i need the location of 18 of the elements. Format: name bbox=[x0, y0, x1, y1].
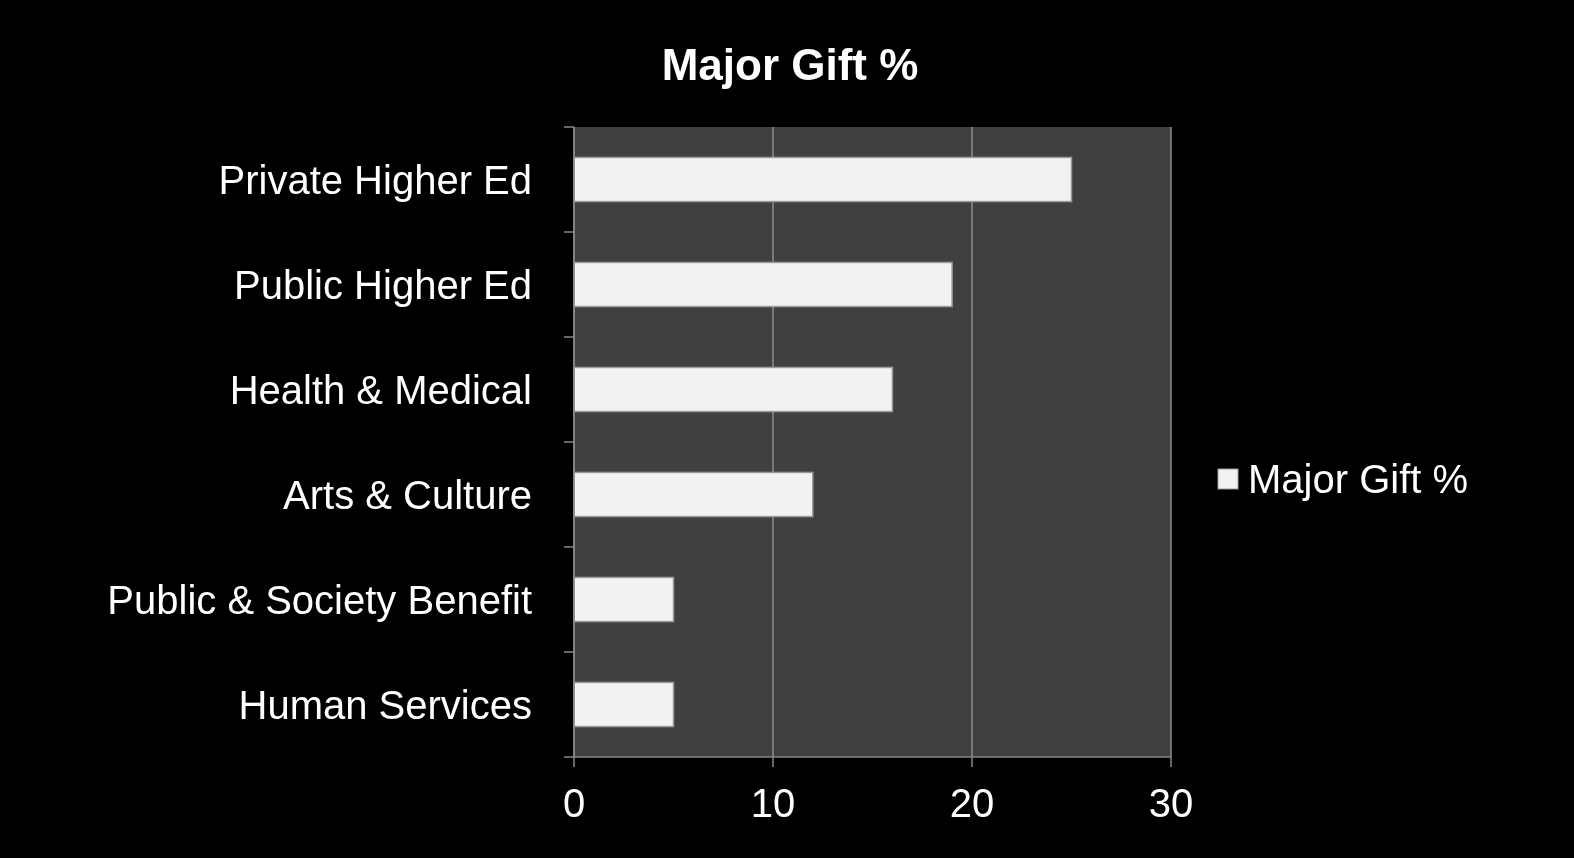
y-tick-label: Public Higher Ed bbox=[234, 262, 532, 307]
bar bbox=[573, 366, 894, 413]
y-tick-label: Private Higher Ed bbox=[218, 157, 532, 202]
x-tick-label: 10 bbox=[750, 781, 796, 825]
legend-label: Major Gift % bbox=[1248, 457, 1469, 501]
x-tick-label: 20 bbox=[949, 781, 995, 825]
bar bbox=[573, 576, 675, 623]
x-tick-label: 0 bbox=[562, 781, 586, 825]
x-tick-label: 30 bbox=[1148, 781, 1194, 825]
y-tick-label: Health & Medical bbox=[229, 367, 532, 412]
y-tick-label: Public & Society Benefit bbox=[107, 577, 532, 622]
y-tick-label: Arts & Culture bbox=[283, 472, 532, 517]
bar bbox=[573, 471, 814, 518]
bar bbox=[573, 681, 675, 728]
bar bbox=[573, 156, 1073, 203]
y-tick-label: Human Services bbox=[238, 682, 532, 727]
chart-title: Major Gift % bbox=[661, 40, 919, 89]
bar bbox=[573, 261, 953, 308]
